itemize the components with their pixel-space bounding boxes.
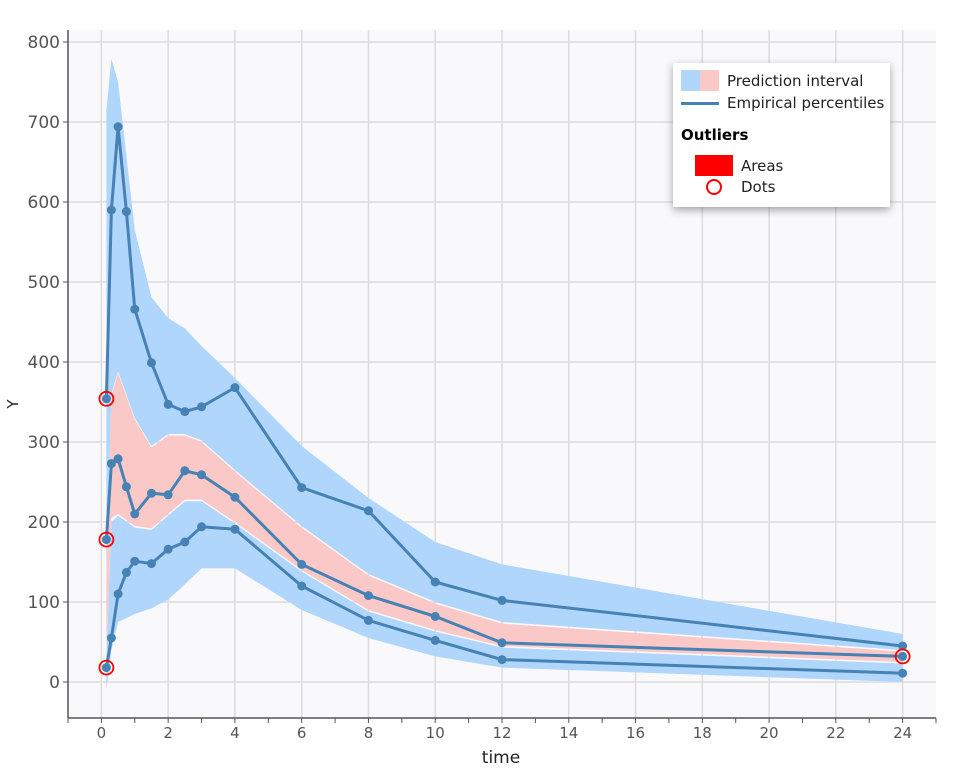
x-tick-label: 24	[893, 724, 912, 742]
x-tick-label: 8	[364, 724, 374, 742]
point-median	[121, 482, 131, 492]
point-upper	[497, 595, 507, 605]
legend-swatch-blue	[681, 70, 700, 91]
point-median	[230, 492, 240, 502]
y-tick-label: 500	[28, 273, 60, 293]
point-upper	[230, 383, 240, 393]
legend-areas-swatch	[695, 155, 733, 176]
y-tick-label: 600	[28, 193, 60, 213]
y-tick-label: 200	[28, 513, 60, 533]
point-median	[101, 535, 111, 545]
outlier-dot-median	[894, 648, 911, 665]
point-lower	[297, 581, 307, 591]
x-tick-label: 20	[760, 724, 779, 742]
point-lower	[130, 556, 140, 566]
point-median	[497, 638, 507, 648]
point-median	[113, 454, 123, 464]
point-upper	[898, 641, 908, 651]
y-tick-label: 400	[28, 353, 60, 373]
legend-prediction-interval: Prediction interval	[727, 71, 864, 90]
y-tick-label: 300	[28, 433, 60, 453]
point-upper	[430, 577, 440, 587]
point-upper	[106, 205, 116, 215]
y-tick-label: 700	[28, 113, 60, 133]
point-upper	[163, 399, 173, 409]
x-tick-label: 4	[230, 724, 240, 742]
point-lower	[163, 544, 173, 554]
x-tick-label: 18	[693, 724, 712, 742]
x-tick-label: 12	[492, 724, 511, 742]
point-upper	[130, 304, 140, 314]
legend-line-swatch	[681, 101, 719, 105]
point-lower	[146, 559, 156, 569]
point-upper	[197, 402, 207, 412]
point-upper	[363, 506, 373, 516]
outlier-dot-upper	[98, 390, 115, 407]
legend-areas: Areas	[741, 156, 784, 175]
point-lower	[121, 567, 131, 577]
legend-empirical-percentiles: Empirical percentiles	[727, 94, 885, 112]
point-median	[430, 611, 440, 621]
legend-outliers-title: Outliers	[681, 126, 749, 144]
x-tick-label: 10	[426, 724, 445, 742]
point-upper	[180, 407, 190, 417]
outlier-dot-median	[98, 531, 115, 548]
point-upper	[113, 122, 123, 132]
point-lower	[113, 589, 123, 599]
y-axis-label: Y	[4, 399, 22, 410]
point-upper	[121, 207, 131, 217]
x-axis-label: time	[482, 748, 520, 768]
point-lower	[430, 635, 440, 645]
band-upper	[106, 58, 903, 651]
point-lower	[106, 633, 116, 643]
x-tick-label: 0	[97, 724, 107, 742]
y-tick-label: 800	[28, 33, 60, 53]
point-median	[898, 651, 908, 661]
point-median	[163, 490, 173, 500]
x-tick-label: 6	[297, 724, 307, 742]
legend-dots: Dots	[741, 178, 776, 196]
point-lower	[180, 537, 190, 547]
point-upper	[297, 483, 307, 493]
point-median	[180, 466, 190, 476]
point-lower	[101, 663, 111, 673]
y-tick-label: 0	[49, 673, 60, 693]
point-median	[146, 488, 156, 498]
legend: Prediction interval Empirical percentile…	[673, 63, 890, 207]
point-upper	[146, 358, 156, 368]
point-lower	[230, 524, 240, 534]
point-lower	[363, 615, 373, 625]
point-lower	[497, 655, 507, 665]
point-median	[363, 591, 373, 601]
percentile-lines	[98, 122, 911, 678]
band-median	[106, 373, 903, 662]
outlier-dot-lower	[98, 659, 115, 676]
x-tick-label: 14	[559, 724, 578, 742]
axes: 0 2 4 6 8 10 12 14 16 18 20 22 240100200300400500600…	[28, 30, 937, 742]
point-lower	[197, 522, 207, 532]
legend-dots-swatch	[695, 179, 733, 195]
point-median	[197, 470, 207, 480]
point-median	[106, 459, 116, 469]
point-lower	[898, 668, 908, 678]
point-median	[130, 509, 140, 519]
point-upper	[101, 394, 111, 404]
point-median	[297, 559, 307, 569]
x-tick-label: 2	[163, 724, 173, 742]
y-tick-label: 100	[28, 593, 60, 613]
x-tick-label: 22	[826, 724, 845, 742]
x-tick-label: 16	[626, 724, 645, 742]
legend-swatch-pink	[700, 70, 719, 91]
